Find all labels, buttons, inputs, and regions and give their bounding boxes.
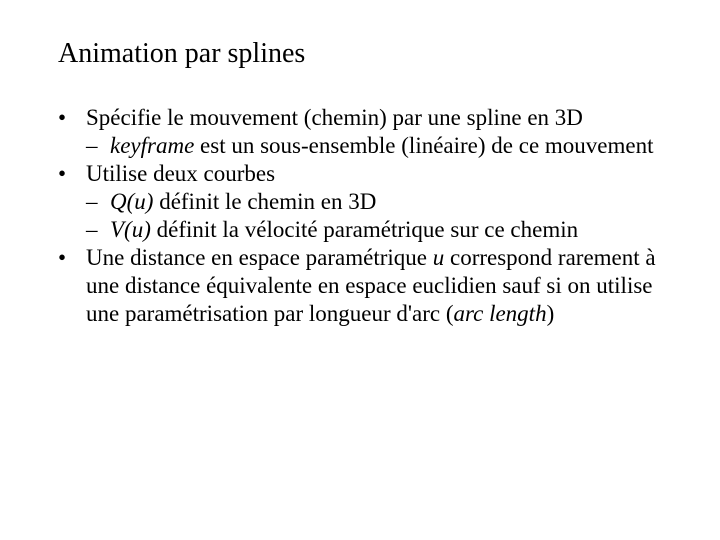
bullet-text: Une distance en espace paramétrique u co… [86,244,662,328]
sub-bullet-text: Q(u) définit le chemin en 3D [110,188,662,216]
slide-title: Animation par splines [58,38,662,70]
slide-body: • Spécifie le mouvement (chemin) par une… [58,104,662,328]
dash-mark: – [86,216,110,244]
dash-mark: – [86,188,110,216]
dash-mark: – [86,132,110,160]
bullet-text: Spécifie le mouvement (chemin) par une s… [86,104,662,132]
sub-bullet-text: V(u) définit la vélocité paramétrique su… [110,216,662,244]
sub-bullet-item: – keyframe est un sous-ensemble (linéair… [58,132,662,160]
bullet-item: • Utilise deux courbes [58,160,662,188]
italic-term: Q(u) [110,189,153,214]
bullet-mark: • [58,244,86,328]
text-span: est un sous-ensemble (linéaire) de ce mo… [194,133,653,158]
text-span: définit le chemin en 3D [153,189,376,214]
text-span: définit la vélocité paramétrique sur ce … [151,217,578,242]
sub-bullet-text: keyframe est un sous-ensemble (linéaire)… [110,132,662,160]
sub-bullet-item: – Q(u) définit le chemin en 3D [58,188,662,216]
italic-term: arc length [454,301,547,326]
bullet-text: Utilise deux courbes [86,160,662,188]
italic-term: keyframe [110,133,194,158]
italic-term: V(u) [110,217,151,242]
bullet-mark: • [58,104,86,132]
text-span: ) [547,301,555,326]
bullet-item: • Spécifie le mouvement (chemin) par une… [58,104,662,132]
text-span: Une distance en espace paramétrique [86,245,433,270]
bullet-item: • Une distance en espace paramétrique u … [58,244,662,328]
italic-term: u [433,245,445,270]
sub-bullet-item: – V(u) définit la vélocité paramétrique … [58,216,662,244]
bullet-mark: • [58,160,86,188]
